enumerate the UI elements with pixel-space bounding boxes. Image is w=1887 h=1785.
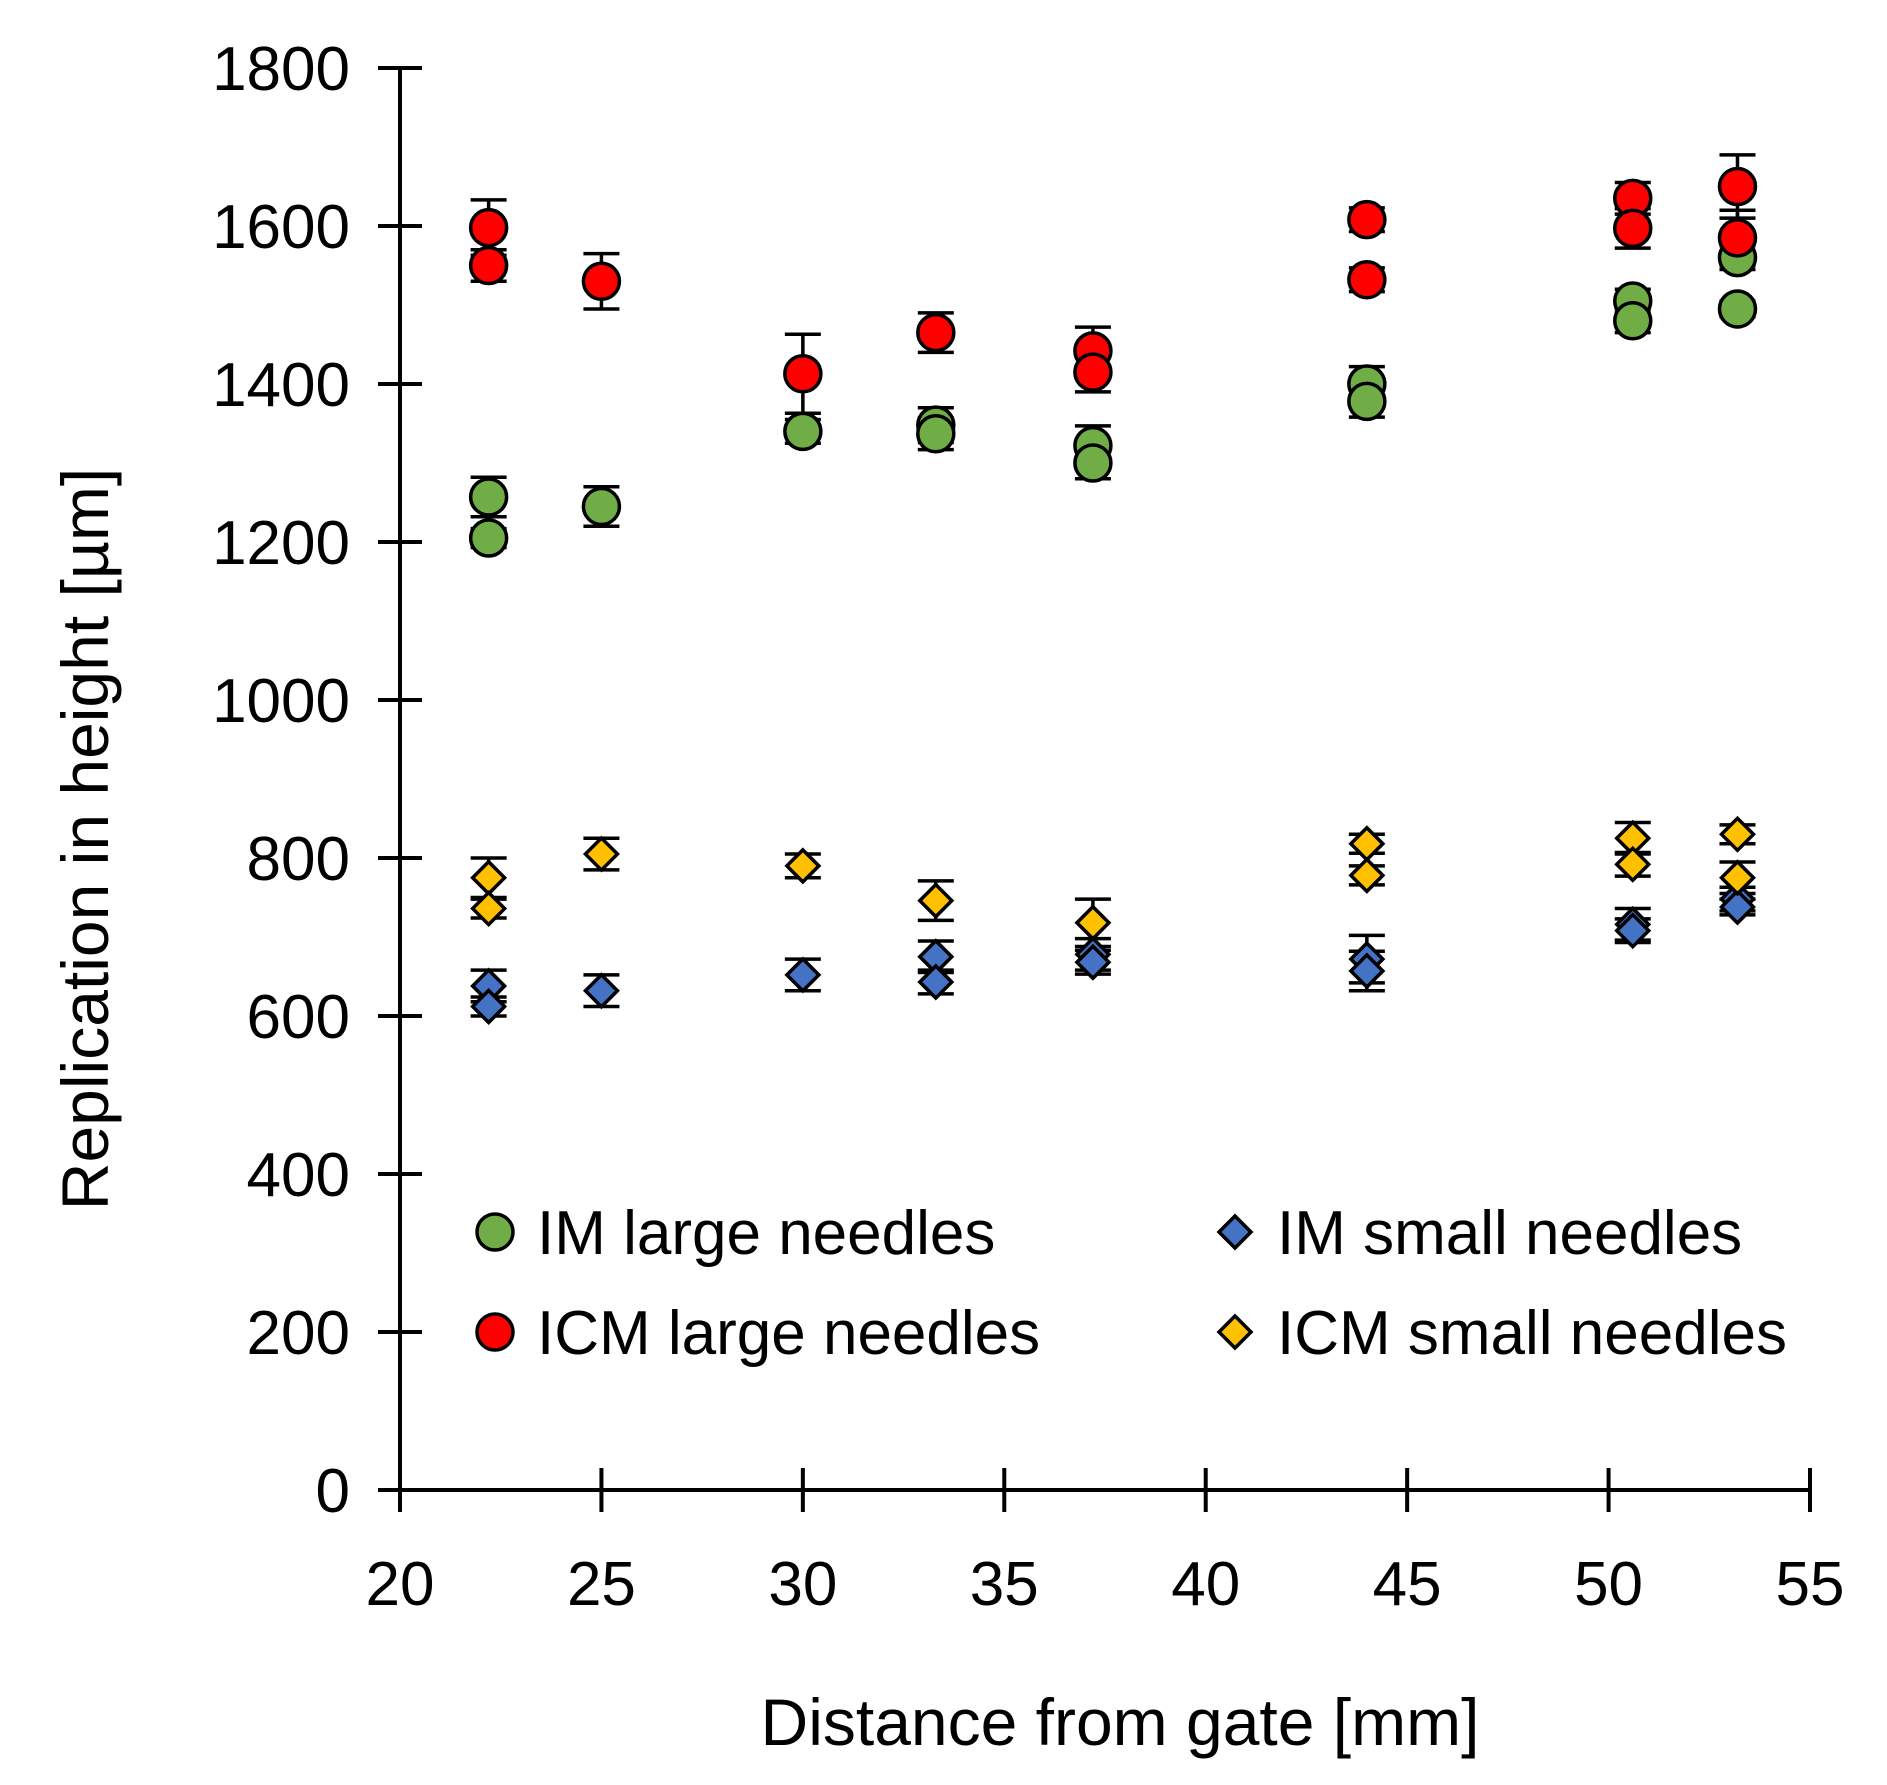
point-icm-small-needles <box>1074 904 1112 942</box>
point-icm-small-needles <box>1719 859 1756 897</box>
point-icm-small-needles <box>582 835 620 873</box>
legend-label-im-large-needles: IM large needles <box>537 1199 995 1268</box>
point-im-small-needles <box>1348 952 1386 990</box>
legend-marker-im-small-needles <box>1216 1213 1254 1251</box>
x-tick-label: 20 <box>366 1550 435 1619</box>
y-tick-label: 0 <box>316 1457 350 1526</box>
point-im-large-needles <box>468 518 509 558</box>
point-icm-large-needles <box>783 353 823 394</box>
legend-marker-icm-large-needles <box>475 1312 515 1352</box>
point-icm-large-needles <box>1347 259 1387 300</box>
y-tick-label: 400 <box>247 1141 350 1210</box>
point-im-small-needles <box>917 963 955 1001</box>
point-icm-small-needles <box>917 882 955 920</box>
legend-item-icm-large-needles: ICM large needles <box>475 1299 1040 1368</box>
legend-item-icm-small-needles: ICM small needles <box>1216 1299 1787 1368</box>
point-im-large-needles <box>1073 443 1113 483</box>
point-icm-small-needles <box>470 890 508 928</box>
point-im-large-needles <box>1717 289 1758 329</box>
point-icm-large-needles <box>468 207 509 248</box>
error-bars-layer <box>470 153 1756 1018</box>
y-tick-label: 1800 <box>212 35 350 104</box>
y-tick-label: 800 <box>247 825 350 894</box>
point-im-small-needles <box>1614 912 1652 950</box>
x-tick-label: 50 <box>1574 1550 1643 1619</box>
point-im-small-needles <box>1074 943 1112 981</box>
y-tick-label: 600 <box>247 983 350 1052</box>
point-icm-large-needles <box>1612 208 1653 249</box>
axes <box>378 68 1810 1492</box>
legend-label-icm-large-needles: ICM large needles <box>537 1299 1040 1368</box>
point-icm-small-needles <box>1348 856 1386 894</box>
point-im-large-needles <box>581 486 622 527</box>
legend-label-im-small-needles: IM small needles <box>1277 1199 1742 1268</box>
legend-marker-icm-small-needles <box>1216 1313 1254 1351</box>
y-tick-label: 1200 <box>212 509 350 578</box>
markers-layer <box>468 166 1758 1025</box>
point-im-large-needles <box>916 414 956 454</box>
x-tick-label: 25 <box>567 1550 636 1619</box>
point-im-small-needles <box>1719 888 1756 926</box>
point-im-small-needles <box>470 988 508 1025</box>
x-tick-label: 40 <box>1171 1550 1240 1619</box>
x-axis-title: Distance from gate [mm] <box>761 1685 1480 1759</box>
legend-label-icm-small-needles: ICM small needles <box>1277 1299 1787 1368</box>
point-icm-small-needles <box>1719 815 1756 853</box>
x-tick-label: 30 <box>768 1550 837 1619</box>
y-tick-label: 1600 <box>212 193 350 262</box>
point-im-small-needles <box>582 972 620 1010</box>
point-im-large-needles <box>1612 301 1653 341</box>
ticks-layer: 0 200 400 600 800 1000 1200 1400 1600 1800 20 25 30 3… <box>212 35 1844 1619</box>
point-icm-large-needles <box>1347 199 1387 240</box>
x-tick-label: 55 <box>1776 1550 1845 1619</box>
point-icm-large-needles <box>1717 218 1758 258</box>
legend-marker-im-large-needles <box>475 1212 515 1252</box>
point-icm-small-needles <box>470 859 508 897</box>
y-tick-label: 1000 <box>212 667 350 736</box>
point-icm-small-needles <box>1614 845 1652 883</box>
legend-item-im-small-needles: IM small needles <box>1216 1199 1742 1268</box>
point-im-large-needles <box>468 477 509 517</box>
x-tick-label: 35 <box>970 1550 1039 1619</box>
point-icm-large-needles <box>916 312 956 353</box>
legend-item-im-large-needles: IM large needles <box>475 1199 995 1268</box>
legend: IM large needles ICM large needles IM smal… <box>475 1199 1787 1368</box>
point-im-small-needles <box>784 956 822 994</box>
point-im-large-needles <box>783 411 823 452</box>
point-icm-small-needles <box>784 847 822 885</box>
x-tick-label: 45 <box>1373 1550 1442 1619</box>
y-axis-title: Replication in height [µm] <box>48 468 122 1210</box>
point-im-large-needles <box>1347 381 1387 422</box>
point-icm-large-needles <box>1073 352 1113 392</box>
point-icm-large-needles <box>468 245 509 286</box>
y-tick-label: 200 <box>247 1299 350 1368</box>
point-icm-large-needles <box>581 261 622 302</box>
y-tick-label: 1400 <box>212 351 350 420</box>
point-icm-large-needles <box>1717 166 1758 207</box>
